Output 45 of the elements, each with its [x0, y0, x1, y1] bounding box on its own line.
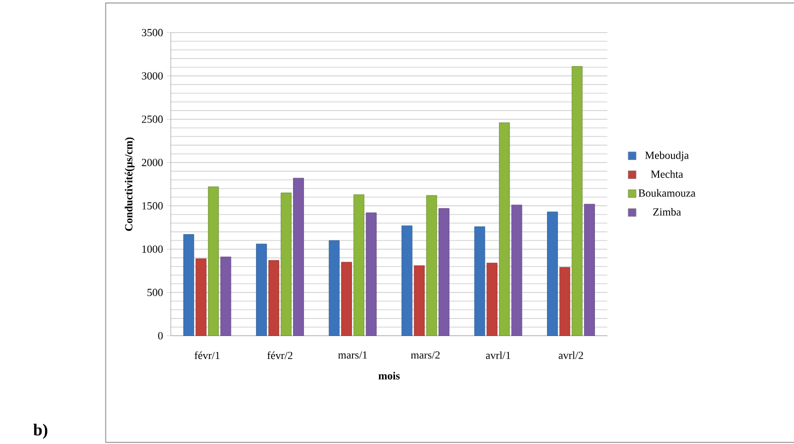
bar	[268, 260, 280, 336]
bar	[547, 212, 558, 336]
bar	[572, 66, 583, 336]
bar	[354, 194, 364, 336]
x-tick-label: avrl/1	[486, 351, 510, 359]
y-tick-label: 2000	[142, 158, 163, 166]
y-tick-label: 0	[158, 332, 163, 340]
bar	[220, 256, 232, 336]
x-tick-label: févr/2	[267, 351, 292, 359]
bar	[280, 192, 292, 336]
bar	[438, 208, 450, 336]
x-tick-label: avrl/2	[558, 351, 584, 359]
bar	[426, 195, 438, 336]
y-tick-label: 3500	[142, 28, 163, 36]
bar	[341, 262, 352, 336]
y-tick-label: 2500	[142, 115, 163, 123]
bar	[559, 266, 570, 336]
x-axis-title: mois	[378, 372, 400, 380]
bar	[196, 258, 206, 336]
y-tick-label: 500	[147, 288, 163, 296]
bar	[402, 225, 412, 336]
legend-label: Meboudja	[645, 151, 689, 161]
bar	[183, 234, 194, 336]
y-tick-label: 1000	[142, 245, 163, 253]
bar	[511, 204, 522, 336]
bar	[584, 204, 595, 336]
x-tick-label: févr/1	[194, 351, 220, 359]
legend-label: Mechta	[650, 170, 684, 178]
bar	[293, 178, 304, 336]
text: b)	[33, 424, 48, 439]
bar	[256, 244, 267, 336]
x-tick-label: mars/2	[410, 351, 440, 358]
bar	[208, 186, 219, 336]
bar	[366, 212, 377, 336]
y-tick-label: 1500	[142, 202, 163, 210]
bar	[499, 122, 510, 336]
legend-label: Zimba	[653, 208, 681, 216]
bar	[474, 226, 486, 336]
x-tick-label: mars/1	[338, 351, 367, 358]
y-axis-title: Conductivité(µs/cm)	[124, 137, 135, 231]
legend-label: Boukamouza	[638, 188, 696, 197]
bar	[414, 265, 425, 336]
y-tick-label: 3000	[142, 72, 163, 80]
bar	[486, 262, 498, 336]
bar	[328, 240, 340, 336]
